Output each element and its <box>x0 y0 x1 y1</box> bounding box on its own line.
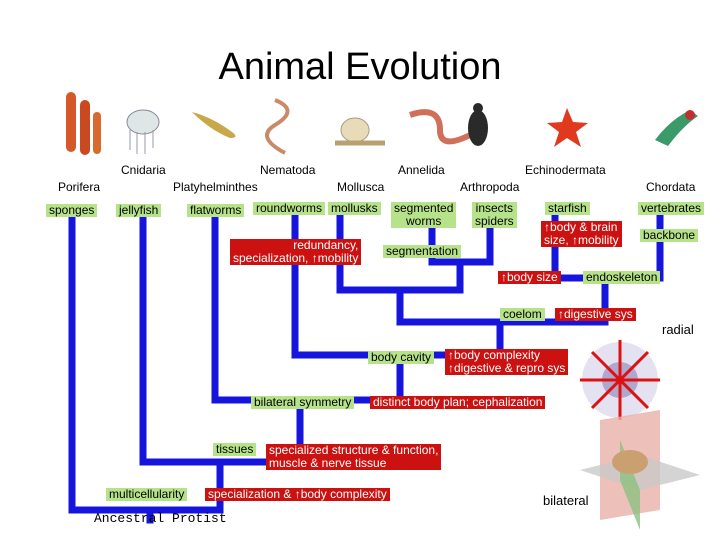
phylum: Platyhelminthes <box>173 180 258 194</box>
group-label: sponges <box>46 204 98 217</box>
radial-symmetry-figure <box>580 340 660 420</box>
group-label: mollusks <box>328 202 381 215</box>
phylum: Arthropoda <box>460 180 520 194</box>
phylum: Chordata <box>646 180 696 194</box>
trait-label: specialized structure & function, muscle… <box>266 444 442 470</box>
title: Animal Evolution <box>218 46 502 88</box>
group-label: vertebrates <box>638 202 705 215</box>
trait-label: body cavity <box>368 351 435 364</box>
group-label: jellyfish <box>116 204 162 217</box>
trait-label: coelom <box>500 308 545 321</box>
trait-label: multicellularity <box>106 488 188 501</box>
symmetry-label: radial <box>662 322 694 337</box>
trait-label: backbone <box>640 229 699 242</box>
trait-label: specialization & ↑body complexity <box>205 488 390 501</box>
group-label: insects spiders <box>472 202 517 228</box>
trait-label: ↑body complexity ↑digestive & repro sys <box>445 349 569 375</box>
phylum: Cnidaria <box>121 163 166 177</box>
trait-label: redundancy, specialization, ↑mobility <box>230 239 362 265</box>
trait-label: ↑body size <box>498 271 561 284</box>
symmetry-label: bilateral <box>543 493 589 508</box>
group-label: segmented worms <box>391 202 457 228</box>
animal-icons <box>66 92 698 155</box>
group-label: starfish <box>545 202 590 215</box>
trait-label: ↑body & brain size, ↑mobility <box>541 221 622 247</box>
trait-label: ↑digestive sys <box>555 308 636 321</box>
trait-label: tissues <box>213 443 257 456</box>
phylum: Echinodermata <box>525 163 606 177</box>
phylum: Mollusca <box>337 180 385 194</box>
phylogeny-lines <box>68 212 664 524</box>
trait-label: bilateral symmetry <box>251 396 355 409</box>
phylum: Nematoda <box>260 163 316 177</box>
group-label: flatworms <box>187 204 245 217</box>
phylum: Porifera <box>58 180 101 194</box>
trait-label: endoskeleton <box>583 271 661 284</box>
bilateral-symmetry-figure <box>580 410 700 530</box>
root-label: Ancestral Protist <box>94 511 227 526</box>
group-label: roundworms <box>253 202 326 215</box>
trait-label: segmentation <box>383 245 462 258</box>
phylum: Annelida <box>398 163 445 177</box>
trait-label: distinct body plan; cephalization <box>370 396 546 409</box>
